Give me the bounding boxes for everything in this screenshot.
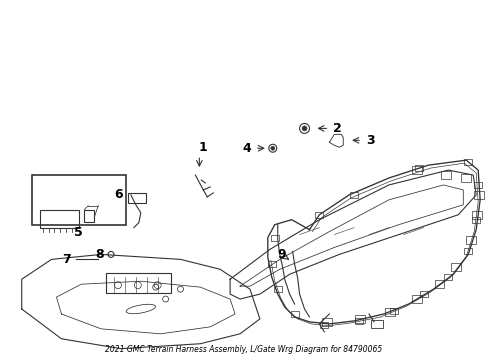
Bar [471,217,479,223]
Bar [434,280,444,288]
Bar [463,248,471,255]
Bar [463,159,471,165]
Bar [84,210,94,222]
Bar [450,264,460,271]
Text: 5: 5 [74,226,82,239]
Bar [267,261,275,267]
Bar [354,315,365,323]
Bar [460,174,470,182]
Bar [322,318,332,326]
Bar [473,191,483,199]
Bar [419,291,427,297]
Bar [349,192,357,198]
Bar [466,235,475,243]
Text: 6: 6 [114,188,123,201]
Bar [354,318,362,324]
Text: 7: 7 [62,253,71,266]
Bar [414,165,422,171]
Bar [370,320,382,328]
Text: 3: 3 [365,134,374,147]
Bar [411,295,421,303]
Bar [471,211,481,219]
Bar [441,171,450,179]
Text: 8: 8 [95,248,103,261]
Bar [389,308,397,314]
Bar [473,182,481,188]
Circle shape [302,126,306,131]
Bar [411,166,421,174]
Text: 9: 9 [277,248,285,261]
Text: 2: 2 [332,122,341,135]
Bar [273,286,281,292]
Bar [32,175,126,225]
Bar [290,311,298,317]
Bar [315,212,323,218]
Bar [444,274,451,280]
Text: 1: 1 [199,141,207,154]
Circle shape [270,146,274,150]
Bar [270,235,278,240]
Bar [40,210,79,228]
Bar [106,273,170,293]
Bar [320,322,327,328]
Bar [128,193,145,203]
Text: 2021 GMC Terrain Harness Assembly, L/Gate Wrg Diagram for 84790065: 2021 GMC Terrain Harness Assembly, L/Gat… [105,345,382,354]
Text: 4: 4 [242,142,251,155]
Bar [384,308,394,316]
